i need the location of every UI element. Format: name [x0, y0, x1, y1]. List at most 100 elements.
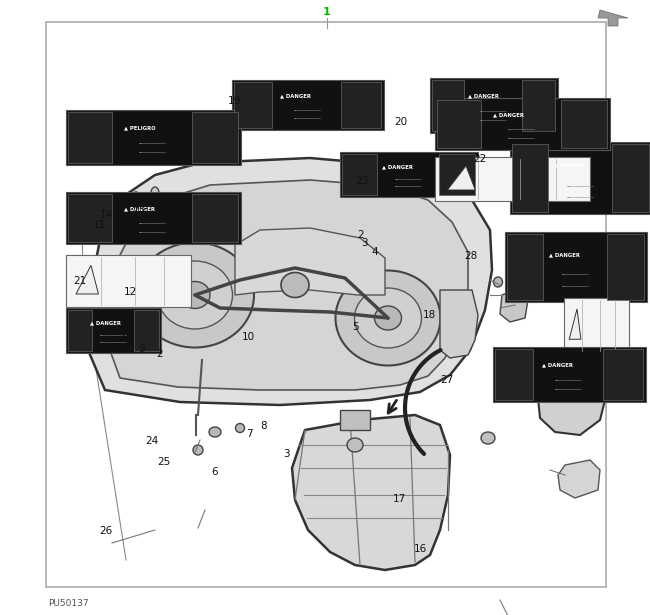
Polygon shape: [76, 266, 99, 294]
Text: 3: 3: [361, 238, 367, 248]
Ellipse shape: [335, 271, 441, 365]
Text: 21: 21: [73, 276, 86, 286]
Text: 25: 25: [157, 457, 170, 467]
Text: 26: 26: [99, 526, 112, 536]
Bar: [66, 255, 191, 307]
Polygon shape: [538, 370, 605, 435]
Text: ▲ DANGER: ▲ DANGER: [549, 252, 580, 257]
Bar: [522, 80, 556, 131]
Text: ─────────────: ─────────────: [479, 110, 506, 114]
Text: 10: 10: [242, 332, 255, 342]
Text: ─────────────: ─────────────: [292, 117, 320, 121]
Bar: [603, 349, 643, 400]
Text: 23: 23: [355, 176, 368, 186]
Polygon shape: [598, 10, 628, 26]
Text: ─────────────: ─────────────: [292, 109, 320, 113]
Text: 20: 20: [395, 117, 408, 127]
Bar: [68, 112, 112, 163]
Polygon shape: [558, 460, 600, 498]
Text: DEERE: DEERE: [158, 306, 422, 375]
Bar: [607, 234, 644, 300]
Bar: [505, 232, 647, 302]
Text: PU50137: PU50137: [48, 598, 88, 608]
Text: 9: 9: [138, 344, 145, 354]
Bar: [66, 192, 241, 244]
Ellipse shape: [131, 192, 141, 204]
Bar: [439, 154, 475, 195]
Ellipse shape: [151, 187, 159, 199]
Bar: [493, 347, 646, 402]
Bar: [192, 112, 237, 163]
Ellipse shape: [136, 242, 254, 347]
Text: 2: 2: [156, 349, 162, 359]
Text: 3: 3: [283, 449, 289, 459]
Polygon shape: [235, 228, 385, 295]
Text: ─────────────: ─────────────: [394, 178, 421, 182]
Text: 15: 15: [133, 205, 146, 215]
Bar: [564, 298, 629, 353]
Bar: [342, 154, 376, 195]
Bar: [192, 194, 237, 242]
Bar: [66, 110, 241, 165]
Polygon shape: [88, 158, 492, 405]
Text: ─────────────: ─────────────: [507, 137, 534, 141]
Text: ▲ PELIGRO: ▲ PELIGRO: [124, 125, 155, 130]
Ellipse shape: [354, 288, 421, 348]
Text: ▲ DANGER: ▲ DANGER: [541, 362, 573, 367]
Text: 2: 2: [358, 230, 364, 240]
Bar: [432, 80, 464, 131]
Bar: [66, 308, 161, 353]
Text: 8: 8: [260, 421, 266, 430]
Bar: [232, 80, 384, 130]
Bar: [68, 310, 92, 351]
Text: ▲ DANGER: ▲ DANGER: [90, 320, 122, 325]
Text: 1: 1: [323, 7, 331, 17]
Text: ─────────────: ─────────────: [507, 129, 534, 132]
Ellipse shape: [180, 282, 210, 309]
Polygon shape: [440, 290, 478, 358]
Ellipse shape: [209, 427, 221, 437]
Polygon shape: [108, 180, 468, 390]
Text: 7: 7: [246, 429, 252, 438]
Ellipse shape: [493, 277, 502, 287]
Bar: [341, 82, 381, 128]
Bar: [234, 82, 272, 128]
Bar: [340, 152, 478, 197]
Bar: [437, 100, 481, 148]
Text: ─────────────: ─────────────: [394, 185, 421, 189]
Text: ▲ DANGER: ▲ DANGER: [124, 206, 155, 211]
Text: ─────────────: ─────────────: [566, 196, 593, 200]
Bar: [561, 100, 606, 148]
Bar: [46, 22, 606, 587]
Text: ▲ DANGER: ▲ DANGER: [382, 164, 413, 169]
Ellipse shape: [481, 432, 495, 444]
Text: 11: 11: [93, 220, 106, 230]
Bar: [495, 349, 533, 400]
Ellipse shape: [122, 208, 134, 222]
Ellipse shape: [193, 445, 203, 455]
Bar: [68, 194, 112, 242]
Text: ─────────────: ─────────────: [138, 222, 166, 226]
Ellipse shape: [347, 438, 363, 452]
Text: 22: 22: [473, 154, 486, 164]
Ellipse shape: [281, 272, 309, 298]
Bar: [612, 144, 649, 212]
Text: ▲ DANGER: ▲ DANGER: [493, 112, 524, 117]
Text: ▲ DANGER: ▲ DANGER: [554, 162, 585, 167]
Text: 16: 16: [414, 544, 427, 554]
Text: ▲ DANGER: ▲ DANGER: [468, 93, 499, 98]
Bar: [340, 410, 370, 430]
Polygon shape: [447, 166, 475, 190]
Polygon shape: [500, 288, 528, 322]
Text: 6: 6: [211, 467, 218, 477]
Text: 27: 27: [441, 375, 454, 385]
Bar: [512, 144, 547, 212]
Bar: [507, 234, 543, 300]
Bar: [435, 98, 610, 150]
Text: 24: 24: [146, 436, 159, 446]
Text: 19: 19: [227, 97, 240, 106]
Bar: [430, 78, 558, 133]
Text: ─────────────: ─────────────: [554, 379, 582, 383]
Text: ─────────────: ─────────────: [99, 334, 126, 338]
Text: ─────────────: ─────────────: [138, 142, 166, 146]
